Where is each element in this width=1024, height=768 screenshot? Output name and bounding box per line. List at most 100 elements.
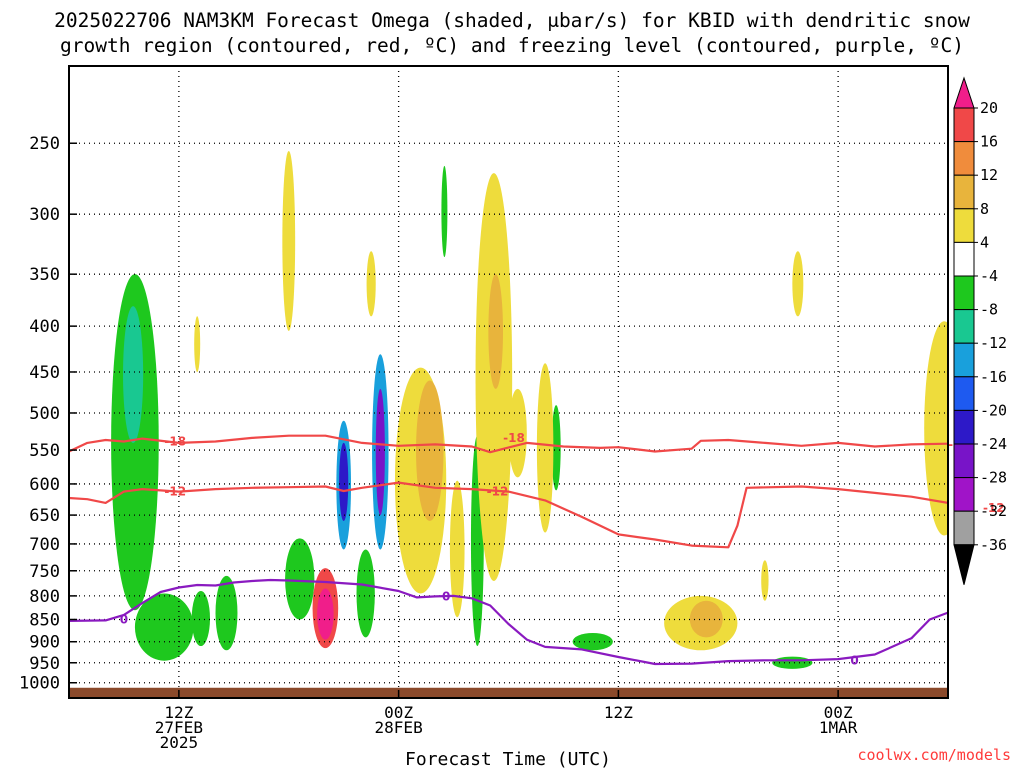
omega-area bbox=[375, 388, 385, 516]
omega-area bbox=[761, 560, 769, 601]
x-tick-label: 12Z bbox=[604, 703, 633, 722]
y-tick-label: 700 bbox=[29, 535, 60, 555]
omega-shading-layer bbox=[111, 150, 1024, 669]
omega-area bbox=[134, 593, 194, 661]
x-tick-label: 28FEB bbox=[375, 718, 423, 737]
contour-lines-layer bbox=[69, 434, 948, 666]
contour-label: 0 bbox=[850, 653, 858, 667]
omega-area bbox=[282, 150, 296, 331]
colorbar-segment bbox=[953, 443, 975, 479]
colorbar-segment bbox=[953, 477, 975, 512]
terrain-ground bbox=[69, 687, 948, 698]
colorbar-segment bbox=[953, 309, 975, 344]
y-tick-label: 600 bbox=[29, 475, 60, 495]
colorbar-segment bbox=[953, 275, 975, 311]
colorbar-segment bbox=[953, 141, 975, 176]
omega-area bbox=[1005, 363, 1024, 457]
colorbar-label: -36 bbox=[980, 536, 1007, 554]
y-tick-label: 650 bbox=[29, 506, 60, 526]
colorbar-segment bbox=[953, 208, 975, 243]
x-tick-label: 00Z bbox=[824, 703, 853, 722]
colorbar-segment bbox=[953, 510, 975, 546]
omega-area bbox=[1010, 648, 1024, 661]
y-tick-label: 850 bbox=[29, 610, 60, 630]
chart-title-line-1: 2025022706 NAM3KM Forecast Omega (shaded… bbox=[54, 9, 970, 32]
colorbar-max-arrow bbox=[953, 76, 975, 109]
colorbar-segment bbox=[953, 107, 975, 143]
x-tick-label: 00Z bbox=[384, 703, 413, 722]
colorbar-label: 20 bbox=[980, 99, 998, 117]
colorbar-segment bbox=[953, 174, 975, 210]
colorbar-label: -12 bbox=[980, 334, 1007, 352]
omega-area bbox=[551, 405, 561, 491]
y-tick-label: 750 bbox=[29, 562, 60, 582]
x-tick-label: 2025 bbox=[160, 733, 199, 752]
y-tick-label: 550 bbox=[29, 441, 60, 461]
watermark: coolwx.com/models bbox=[857, 746, 1011, 764]
omega-area bbox=[111, 274, 159, 611]
x-tick-label: 27FEB bbox=[155, 718, 203, 737]
chart-title-line-2: growth region (contoured, red, ºC) and f… bbox=[60, 34, 964, 57]
colorbar-segment bbox=[953, 241, 975, 277]
omega-area bbox=[317, 588, 334, 640]
omega-area bbox=[488, 274, 504, 389]
contour-label: -18 bbox=[503, 431, 525, 445]
colorbar-label: -20 bbox=[980, 401, 1007, 419]
colorbar-label: -4 bbox=[980, 267, 998, 285]
omega-area bbox=[924, 321, 948, 536]
plot-frame bbox=[68, 65, 949, 699]
colorbar-segment bbox=[953, 409, 975, 445]
colorbar-segment bbox=[953, 376, 975, 411]
colorbar-min-arrow bbox=[953, 544, 975, 585]
colorbar-label: -24 bbox=[980, 435, 1007, 453]
contour-label: -18 bbox=[164, 434, 186, 448]
colorbar-label: -28 bbox=[980, 469, 1007, 487]
y-tick-label: 350 bbox=[29, 265, 60, 285]
y-tick-label: 300 bbox=[29, 205, 60, 225]
x-axis-title: Forecast Time (UTC) bbox=[405, 749, 611, 768]
y-tick-label: 1000 bbox=[19, 674, 60, 694]
contour-label: -12 bbox=[164, 485, 186, 499]
contour-label: -12 bbox=[487, 485, 509, 499]
colorbar-segment bbox=[953, 342, 975, 378]
omega-area bbox=[572, 632, 613, 651]
omega-area bbox=[441, 165, 448, 258]
omega-area bbox=[689, 600, 723, 638]
y-tick-label: 450 bbox=[29, 363, 60, 383]
omega-area bbox=[508, 388, 527, 478]
colorbar-label: 4 bbox=[980, 233, 989, 251]
omega-area bbox=[339, 442, 349, 522]
omega-area bbox=[191, 591, 211, 647]
colorbar-label: -32 bbox=[980, 502, 1007, 520]
y-tick-label: 800 bbox=[29, 587, 60, 607]
colorbar-label: -8 bbox=[980, 301, 998, 319]
contour-label: -12 bbox=[983, 501, 1005, 515]
omega-area bbox=[366, 251, 376, 317]
x-tick-label: 1MAR bbox=[819, 718, 858, 737]
colorbar-label: -16 bbox=[980, 368, 1007, 386]
omega-area bbox=[772, 656, 813, 669]
omega-area bbox=[975, 637, 1012, 662]
y-tick-label: 250 bbox=[29, 134, 60, 154]
x-tick-label: 12Z bbox=[164, 703, 193, 722]
pressure-gridlines bbox=[69, 66, 948, 698]
dgz-contour-minus12 bbox=[69, 481, 948, 549]
y-tick-label: 950 bbox=[29, 654, 60, 674]
pressure-axis: 250 300 350 400 450 500 550 600 650 700 750 800 850 9… bbox=[19, 134, 77, 694]
omega-area bbox=[981, 306, 1024, 484]
omega-area bbox=[536, 363, 554, 533]
y-tick-label: 400 bbox=[29, 317, 60, 337]
omega-area bbox=[285, 538, 315, 620]
y-tick-label: 500 bbox=[29, 404, 60, 424]
freezing-level-contour bbox=[69, 578, 948, 666]
omega-colorbar: 20 16 12 8 4 -4 -8 -12 -16 -20 -24 -28 -32 -36 bbox=[953, 76, 1007, 585]
contour-label: 0 bbox=[442, 589, 450, 603]
omega-area bbox=[123, 306, 144, 443]
colorbar-label: 12 bbox=[980, 166, 998, 184]
omega-area bbox=[194, 316, 201, 372]
contour-label: 0 bbox=[120, 612, 128, 626]
omega-area bbox=[416, 380, 444, 522]
colorbar-label: 8 bbox=[980, 200, 989, 218]
